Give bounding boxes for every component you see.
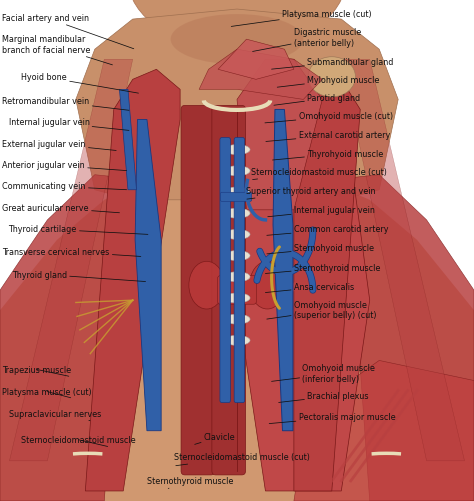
Text: Pectoralis major muscle: Pectoralis major muscle xyxy=(269,412,395,424)
Ellipse shape xyxy=(128,0,346,50)
Polygon shape xyxy=(237,90,370,491)
Ellipse shape xyxy=(224,230,250,240)
Text: Transverse cervical nerves: Transverse cervical nerves xyxy=(2,247,141,257)
Polygon shape xyxy=(0,175,142,501)
Ellipse shape xyxy=(249,262,285,309)
Ellipse shape xyxy=(224,166,250,176)
Text: Marginal mandibular
branch of facial nerve: Marginal mandibular branch of facial ner… xyxy=(2,36,112,66)
Ellipse shape xyxy=(189,262,224,309)
Ellipse shape xyxy=(224,294,250,304)
FancyBboxPatch shape xyxy=(220,193,252,202)
Ellipse shape xyxy=(224,251,250,261)
Text: External jugular vein: External jugular vein xyxy=(2,139,116,151)
Text: Sternocleidomastoid muscle (cut): Sternocleidomastoid muscle (cut) xyxy=(251,168,387,180)
Text: Superior thyroid artery and vein: Superior thyroid artery and vein xyxy=(246,187,375,200)
FancyBboxPatch shape xyxy=(181,106,215,475)
Polygon shape xyxy=(332,175,474,501)
Ellipse shape xyxy=(171,15,303,65)
Ellipse shape xyxy=(224,336,250,346)
FancyBboxPatch shape xyxy=(234,138,245,403)
Text: Submandibular gland: Submandibular gland xyxy=(272,58,393,70)
Text: Thyrohyoid muscle: Thyrohyoid muscle xyxy=(273,149,383,161)
Text: Anterior jugular vein: Anterior jugular vein xyxy=(2,161,127,171)
Text: Internal jugular vein: Internal jugular vein xyxy=(9,118,129,131)
Polygon shape xyxy=(85,70,180,491)
Text: Communicating vein: Communicating vein xyxy=(2,182,127,191)
Ellipse shape xyxy=(224,187,250,197)
FancyBboxPatch shape xyxy=(220,138,230,403)
Text: Platysma muscle (cut): Platysma muscle (cut) xyxy=(2,387,92,398)
Ellipse shape xyxy=(224,209,250,219)
Text: Clavicle: Clavicle xyxy=(195,432,236,444)
Text: Thyroid gland: Thyroid gland xyxy=(12,270,146,282)
Polygon shape xyxy=(237,60,322,210)
Text: Sternohyoid muscle: Sternohyoid muscle xyxy=(267,243,374,255)
Polygon shape xyxy=(341,60,465,461)
Text: External carotid artery: External carotid artery xyxy=(266,131,390,142)
Ellipse shape xyxy=(308,58,356,98)
Text: Sternocleidomastoid muscle (cut): Sternocleidomastoid muscle (cut) xyxy=(174,452,310,466)
FancyBboxPatch shape xyxy=(212,106,246,475)
Text: Sternothyroid muscle: Sternothyroid muscle xyxy=(147,476,233,488)
Polygon shape xyxy=(294,361,474,501)
Polygon shape xyxy=(135,120,161,431)
Polygon shape xyxy=(273,110,293,431)
FancyBboxPatch shape xyxy=(218,276,256,305)
Text: Trapezius muscle: Trapezius muscle xyxy=(2,365,72,376)
Text: Parotid gland: Parotid gland xyxy=(274,94,360,106)
Polygon shape xyxy=(199,50,322,100)
Polygon shape xyxy=(119,90,137,190)
Text: Great auricular nerve: Great auricular nerve xyxy=(2,203,119,213)
Polygon shape xyxy=(76,10,398,200)
Text: Supraclavicular nerves: Supraclavicular nerves xyxy=(9,409,101,421)
Ellipse shape xyxy=(224,272,250,282)
Text: Omohyoid muscle
(superior belly) (cut): Omohyoid muscle (superior belly) (cut) xyxy=(267,300,376,320)
Text: Omohyoid muscle
(inferior belly): Omohyoid muscle (inferior belly) xyxy=(272,364,375,383)
Text: Sternothyroid muscle: Sternothyroid muscle xyxy=(265,263,380,274)
Text: Facial artery and vein: Facial artery and vein xyxy=(2,14,134,50)
Text: Mylohyoid muscle: Mylohyoid muscle xyxy=(277,76,380,88)
Text: Omohyoid muscle (cut): Omohyoid muscle (cut) xyxy=(265,112,393,124)
Polygon shape xyxy=(294,70,360,491)
Text: Sternocleidomastoid muscle: Sternocleidomastoid muscle xyxy=(21,435,136,446)
Text: Ansa cervicalis: Ansa cervicalis xyxy=(265,283,354,293)
Text: Retromandibular vein: Retromandibular vein xyxy=(2,97,129,111)
Ellipse shape xyxy=(224,315,250,325)
Polygon shape xyxy=(0,180,474,501)
Text: Digastric muscle
(anterior belly): Digastric muscle (anterior belly) xyxy=(253,29,361,52)
Polygon shape xyxy=(9,60,133,461)
Polygon shape xyxy=(218,40,294,80)
Text: Internal jugular vein: Internal jugular vein xyxy=(268,206,375,217)
Text: Thyroid cartilage: Thyroid cartilage xyxy=(9,225,148,235)
Ellipse shape xyxy=(224,145,250,155)
Text: Common carotid artery: Common carotid artery xyxy=(267,225,388,236)
Text: Platysma muscle (cut): Platysma muscle (cut) xyxy=(231,10,372,28)
Text: Hyoid bone: Hyoid bone xyxy=(21,73,138,94)
Text: Brachial plexus: Brachial plexus xyxy=(279,391,369,403)
